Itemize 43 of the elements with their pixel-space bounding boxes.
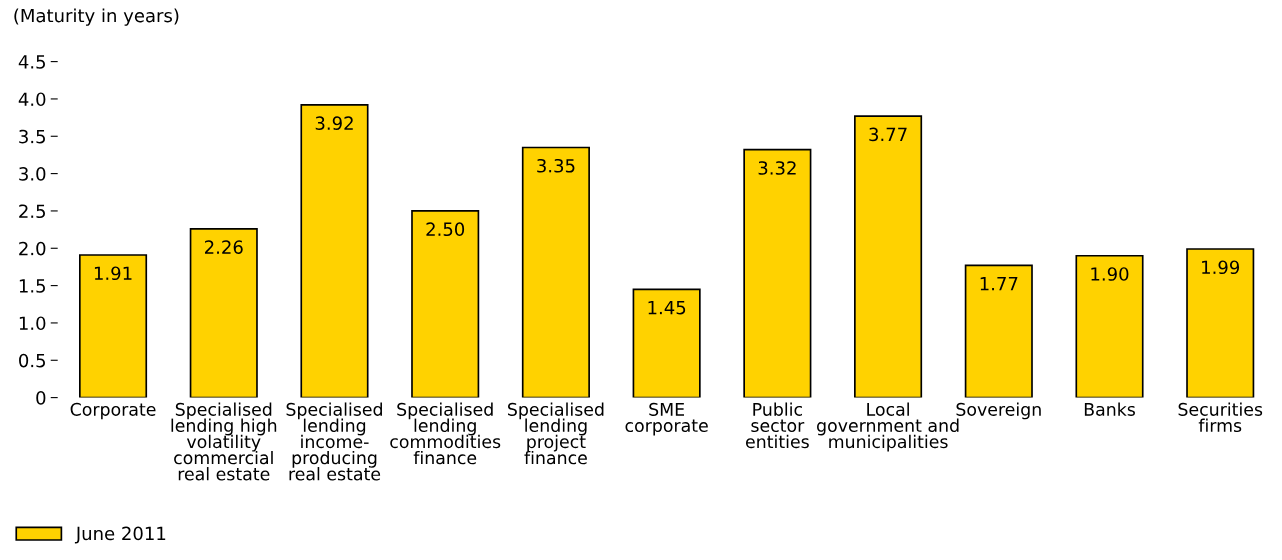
- bar: [964, 264, 1033, 398]
- bar: [521, 146, 590, 398]
- text: 3.77: [869, 127, 907, 142]
- bar: [189, 228, 258, 398]
- text: 1.99: [1202, 260, 1240, 275]
- x-tick-label: Public sector entities: [745, 402, 809, 449]
- text: 1.91: [94, 266, 132, 281]
- bar: [743, 148, 812, 398]
- x-tick-label: Specialised lending commodities finance: [390, 402, 501, 465]
- x-tick-label: Specialised lending income- producing real estate: [286, 402, 382, 481]
- x-tick-label: SME corporate: [625, 402, 708, 436]
- x-tick-label: Corporate: [70, 402, 156, 420]
- bar: [854, 115, 923, 398]
- y-axis-title: (Maturity in years): [14, 8, 179, 26]
- y-tick-label: 4.0: [18, 92, 46, 107]
- text: 1.77: [980, 277, 1018, 291]
- bar: [1075, 254, 1144, 398]
- text: 1.90: [1091, 267, 1129, 281]
- x-tick-label: Securities firms: [1178, 402, 1263, 433]
- text: 3.92: [315, 116, 353, 130]
- y-tick-label: 1.5: [19, 279, 45, 293]
- bar: [632, 288, 701, 398]
- bar: [1186, 248, 1255, 398]
- y-tick-label: 3.0: [19, 167, 46, 181]
- y-tick-label: 0.5: [19, 353, 45, 368]
- legend-label: June 2011: [74, 526, 166, 544]
- bar: [411, 210, 480, 398]
- y-tick-label: 4.5: [18, 55, 45, 69]
- x-tick-label: Specialised lending high volatility commercial real estate: [171, 402, 277, 481]
- x-tick-label: Specialised lending project finance: [508, 402, 604, 465]
- bar: [78, 254, 148, 398]
- y-tick-label: 2.0: [19, 241, 46, 256]
- x-tick-label: Banks: [1084, 402, 1135, 416]
- text: 2.50: [426, 222, 465, 237]
- y-tick-label: 3.5: [19, 129, 45, 144]
- y-tick-label: 0: [36, 391, 46, 405]
- text: 3.32: [758, 161, 796, 175]
- text: 2.26: [204, 240, 243, 254]
- text: 1.45: [648, 301, 686, 315]
- bar: [300, 104, 369, 398]
- y-tick-label: 1.0: [19, 316, 46, 331]
- text: 3.35: [537, 158, 575, 173]
- y-tick-label: 2.5: [19, 204, 45, 219]
